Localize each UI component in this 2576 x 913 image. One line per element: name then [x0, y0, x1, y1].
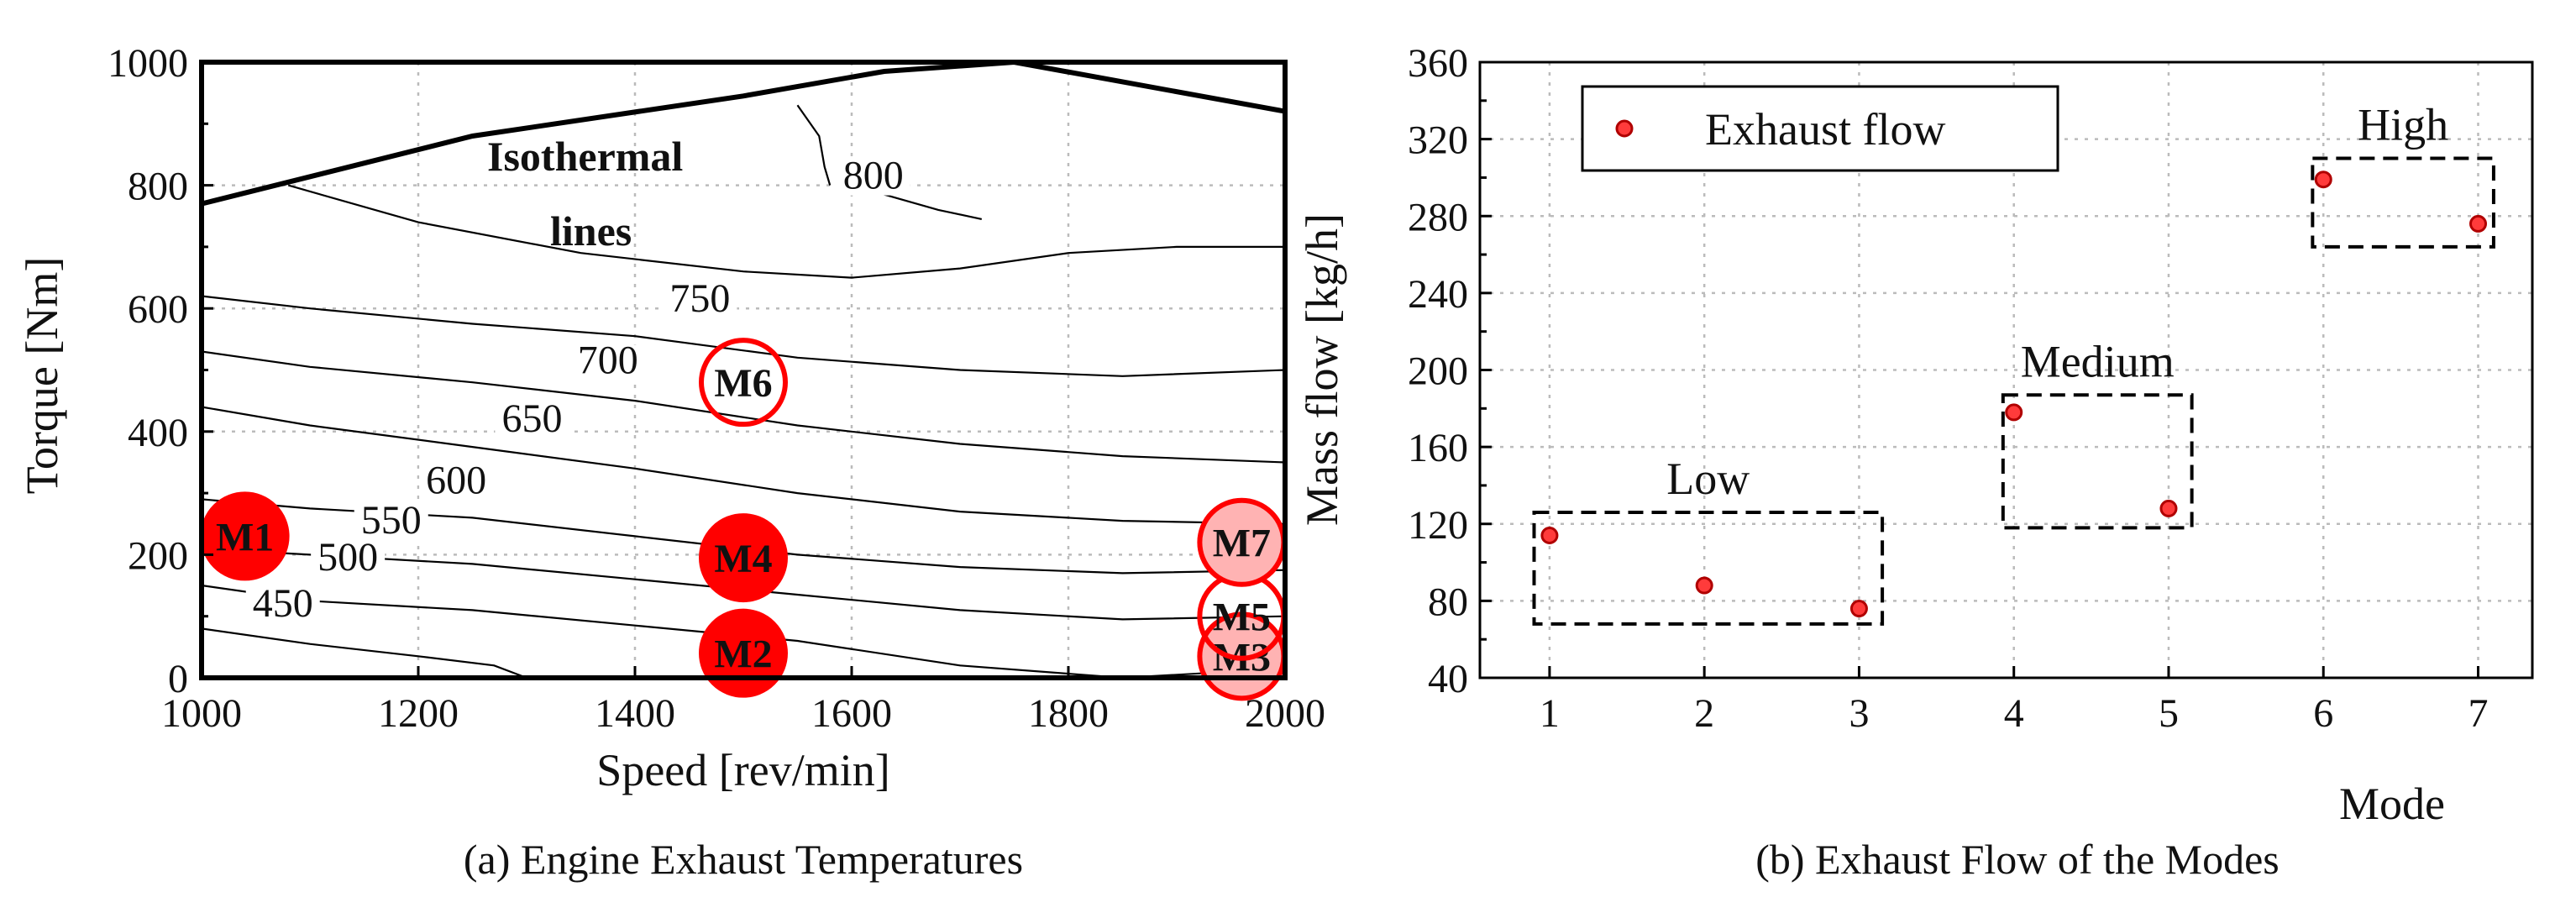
group-label-low: Low	[1666, 454, 1750, 504]
panel-a-tick-labels: 1000 1200 1400 1600 1800 2000 0 200 400 600 800 100…	[108, 41, 1325, 736]
panel-b-tick-labels: 1 2 3 4 5 6 7 40 80 120 160 200 240 280 320 360	[1408, 41, 2489, 736]
y-tick-label: 200	[128, 533, 188, 578]
contour-label-450: 450	[253, 581, 313, 626]
exhaust-flow-point-mode-5	[2159, 499, 2178, 517]
y-tick-label: 120	[1408, 503, 1468, 548]
legend-label: Exhaust flow	[1705, 104, 1945, 155]
isotherm-750	[201, 295, 1286, 377]
contour-label-bg	[419, 464, 494, 501]
y-tick-label: 240	[1408, 272, 1468, 317]
isotherm-500	[201, 584, 1286, 680]
mode-label-m7: M7	[1213, 522, 1271, 566]
contour-label-bg	[570, 344, 645, 380]
panel-b-chart: Low Medium High 1 2 3 4 5 6 7 40 80 120 160 200 240 280…	[1297, 41, 2534, 883]
x-tick-label: 1400	[595, 691, 675, 736]
panel-b-ticks	[1480, 60, 2480, 680]
group-label-high: High	[2358, 100, 2448, 150]
max-torque-curve	[201, 59, 1286, 207]
y-tick-label: 0	[168, 657, 188, 701]
group-box-high	[2311, 156, 2495, 249]
exhaust-flow-point-mode-1	[1540, 526, 1559, 544]
contour-label-bg	[311, 542, 386, 578]
isotherm-650	[201, 406, 1286, 525]
panel-b-ylabel: Mass flow [kg/h]	[1297, 213, 1347, 526]
x-tick-label: 5	[2159, 691, 2179, 736]
contour-label-bg	[663, 283, 737, 319]
panel-b-points	[1540, 171, 2488, 618]
panel-b-xlabel: Mode	[2339, 779, 2445, 829]
x-tick-label: 2000	[1245, 691, 1325, 736]
group-box-medium	[2001, 393, 2194, 530]
x-tick-label: 1000	[161, 691, 242, 736]
contour-label-bg	[245, 588, 320, 624]
contour-label-500: 500	[317, 535, 378, 580]
y-tick-label: 160	[1408, 426, 1468, 470]
exhaust-flow-point-mode-6	[2314, 171, 2332, 189]
mode-label-m2: M2	[714, 632, 772, 677]
contour-label-700: 700	[578, 338, 638, 383]
panel-b-group-boxes: Low Medium High	[1532, 100, 2495, 626]
y-tick-label: 40	[1428, 657, 1468, 701]
panel-a-caption: (a) Engine Exhaust Temperatures	[464, 836, 1023, 883]
legend-box	[1581, 85, 2059, 172]
contour-label-550: 550	[361, 498, 422, 543]
contour-label-bg	[354, 505, 428, 541]
exhaust-flow-point-mode-2	[1695, 576, 1713, 595]
x-tick-label: 4	[2004, 691, 2024, 736]
x-tick-label: 6	[2313, 691, 2333, 736]
panel-a-xlabel: Speed [rev/min]	[596, 745, 889, 795]
y-tick-label: 600	[128, 287, 188, 332]
annotation-lines: lines	[550, 207, 632, 254]
y-tick-label: 1000	[108, 41, 188, 86]
panel-a-ylabel: Torque [Nm]	[17, 257, 67, 495]
y-tick-label: 800	[128, 165, 188, 209]
mode-marker-m6	[699, 338, 788, 428]
x-tick-label: 1	[1540, 691, 1560, 736]
exhaust-flow-point-mode-3	[1849, 600, 1868, 618]
isotherm-unlabeled	[873, 190, 983, 220]
y-tick-label: 320	[1408, 118, 1468, 163]
contour-label-600: 600	[426, 458, 486, 502]
mode-marker-m4	[699, 513, 788, 603]
group-label-medium: Medium	[2021, 336, 2175, 386]
x-tick-label: 7	[2468, 691, 2489, 736]
mode-label-m6: M6	[714, 361, 772, 406]
y-tick-label: 280	[1408, 195, 1468, 239]
legend: Exhaust flow	[1581, 85, 2059, 172]
x-tick-label: 2	[1694, 691, 1714, 736]
x-tick-label: 1200	[378, 691, 459, 736]
mode-label-m5: M5	[1213, 596, 1271, 640]
mode-label-m1: M1	[216, 515, 274, 559]
y-tick-label: 200	[1408, 349, 1468, 394]
exhaust-flow-point-mode-4	[2005, 403, 2023, 422]
legend-marker	[1615, 119, 1634, 138]
exhaust-flow-point-mode-7	[2469, 214, 2488, 233]
panel-a-ticks	[200, 60, 1287, 680]
panel-b-caption: (b) Exhaust Flow of the Modes	[1755, 836, 2280, 883]
y-tick-label: 80	[1428, 580, 1468, 624]
x-tick-label: 3	[1849, 691, 1869, 736]
x-tick-label: 1600	[811, 691, 892, 736]
x-tick-label: 1800	[1028, 691, 1109, 736]
isotherm-unlabeled	[287, 184, 1285, 279]
mode-marker-m2	[699, 608, 788, 698]
contour-label-800: 800	[843, 154, 904, 198]
y-tick-label: 400	[128, 411, 188, 455]
contour-label-bg	[495, 403, 569, 439]
isotherm-450	[201, 627, 527, 680]
mode-label-m4: M4	[714, 537, 772, 581]
isotherm-800	[796, 104, 832, 186]
contour-label-bg	[836, 160, 910, 196]
annotation-isothermal: Isothermal	[487, 133, 683, 180]
group-box-low	[1532, 511, 1885, 626]
contour-label-750: 750	[669, 276, 730, 321]
y-tick-label: 360	[1408, 41, 1468, 86]
contour-label-650: 650	[501, 396, 562, 441]
